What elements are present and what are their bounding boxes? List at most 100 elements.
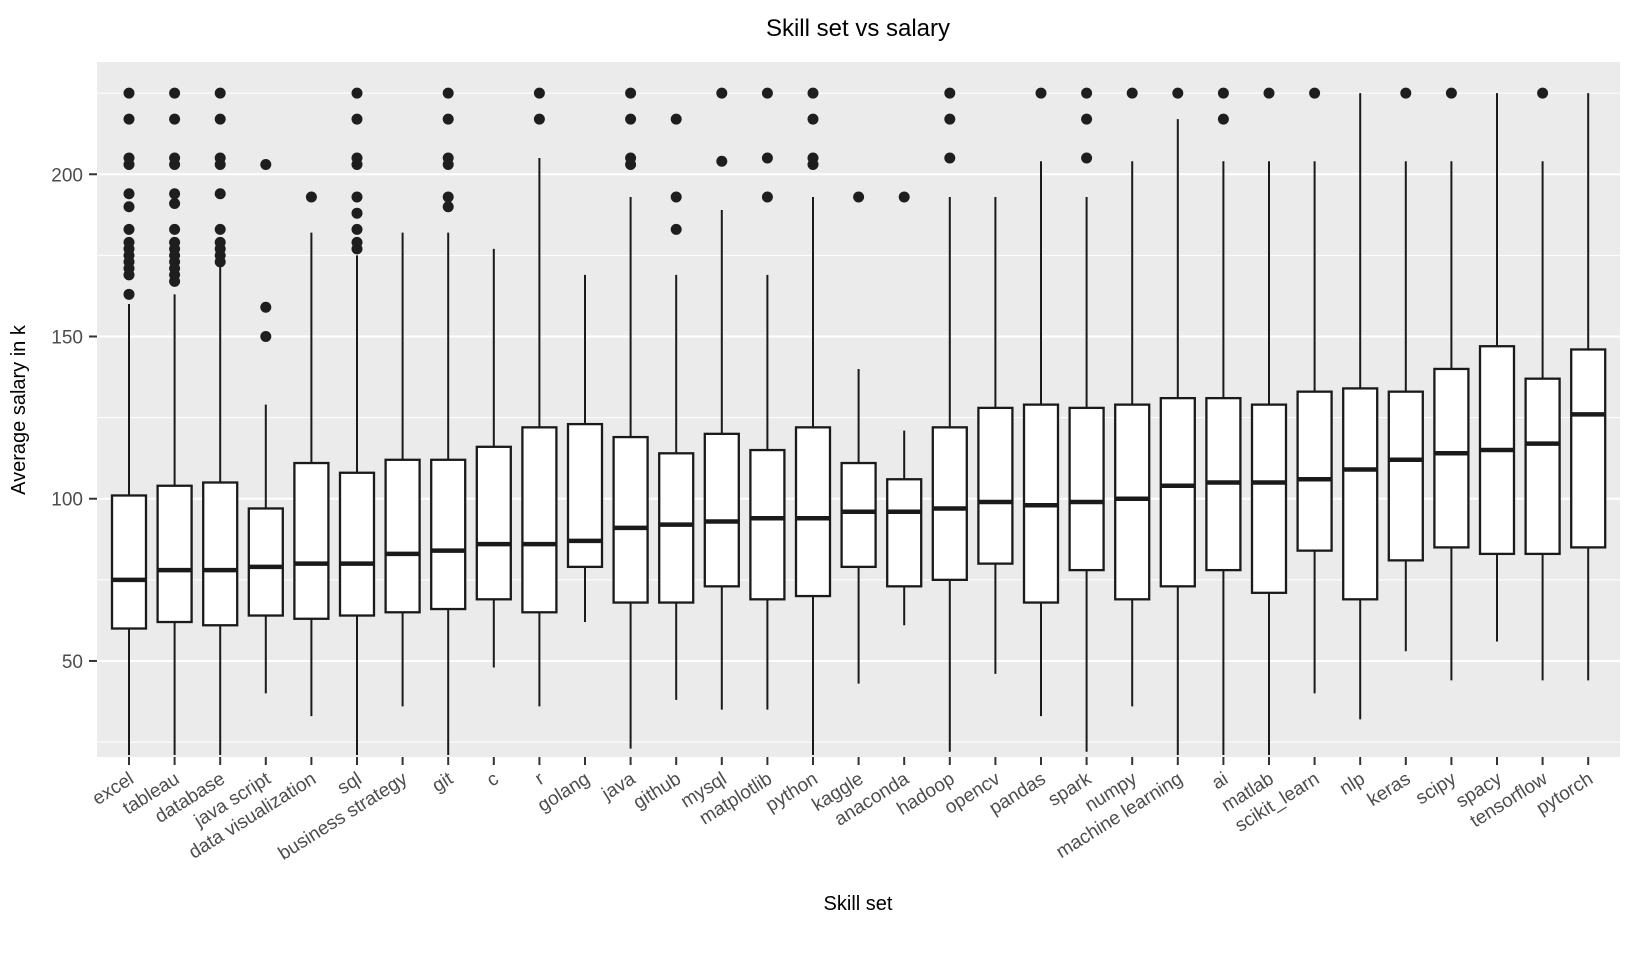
iqr-box [1159,396,1196,588]
boxplot-r [521,87,558,707]
outlier-dot [260,159,272,171]
outlier-dot [351,152,363,164]
outlier-dot [123,152,135,164]
outlier-dot [1445,87,1457,99]
iqr-box [293,461,330,620]
outlier-dot [1263,87,1275,99]
iqr-box [1296,390,1333,552]
iqr-box [247,507,284,617]
y-tick-label: 100 [51,490,83,511]
iqr-box [931,426,968,581]
boxplot-ai [1205,87,1242,756]
outlier-dot [807,113,819,125]
iqr-box [840,461,877,569]
chart-title: Skill set vs salary [766,15,950,42]
boxplot-sql [338,87,376,756]
boxplot-java-script [247,159,284,694]
x-tick-label: r [532,768,549,790]
outlier-dot [761,191,773,203]
outlier-dot [351,87,363,99]
outlier-dot [442,87,454,99]
outlier-dot [123,87,135,99]
outlier-dot [944,152,956,164]
outlier-dot [1035,87,1047,99]
outlier-dot [1081,87,1093,99]
boxplot-excel [110,87,148,756]
outlier-dot [442,201,454,213]
boxplot-pandas [1022,87,1060,717]
outlier-dot [761,87,773,99]
boxplot-c [475,248,512,668]
outlier-dot [214,113,226,125]
outlier-dot [123,201,135,213]
boxplot-nlp [1342,93,1379,720]
boxplot-tableau [156,87,193,756]
outlier-dot [351,113,363,125]
outlier-dot [1172,87,1184,99]
iqr-box [202,481,239,627]
iqr-box [1524,377,1561,556]
iqr-box [521,426,558,614]
outlier-dot [123,288,135,300]
iqr-box [1068,406,1105,572]
outlier-dot [625,87,637,99]
x-tick-label: ai [1208,768,1232,794]
iqr-box [886,478,923,588]
boxplot-spacy [1478,93,1516,642]
x-tick-label: nlp [1336,768,1369,799]
iqr-box [430,458,467,611]
boxplot-numpy [1114,87,1151,707]
outlier-dot [533,87,545,99]
iqr-box [384,458,421,614]
y-tick-label: 200 [51,165,83,186]
iqr-box [338,471,376,617]
outlier-dot [351,223,363,235]
outlier-dot [214,152,226,164]
outlier-dot [807,87,819,99]
boxplot-database [202,87,239,756]
outlier-dot [1126,87,1138,99]
x-tick-label: python [762,768,822,816]
boxplot-spark [1068,87,1105,752]
outlier-dot [214,236,226,248]
outlier-dot [853,191,865,203]
outlier-dot [169,223,181,235]
iqr-box [156,484,193,624]
outlier-dot [1537,87,1549,99]
boxplot-matplotlib [749,87,786,710]
boxplot-business-strategy [384,232,421,707]
y-tick-label: 150 [51,327,83,348]
boxplot-github [658,113,695,700]
boxplot-anaconda [886,191,923,626]
outlier-dot [533,113,545,125]
boxplot-opencv [977,196,1014,674]
outlier-dot [169,197,181,209]
boxplot-java [612,87,649,749]
iqr-box [110,494,148,630]
outlier-dot [123,188,135,200]
x-tick-label: c [483,768,502,791]
boxplot-machine-learning [1159,87,1196,756]
outlier-dot [807,152,819,164]
x-tick-label: github [630,768,685,813]
iqr-box [703,432,740,588]
outlier-dot [1217,113,1229,125]
outlier-dot [351,191,363,203]
outlier-dot [442,191,454,203]
outlier-dot [351,207,363,219]
iqr-box [1433,367,1470,549]
outlier-dot [123,113,135,125]
outlier-dot [123,236,135,248]
iqr-box [977,406,1014,565]
y-tick-label: 50 [62,652,83,673]
boxplot-tensorflow [1524,87,1561,681]
iqr-box [749,448,786,601]
outlier-dot [670,113,682,125]
outlier-dot [169,113,181,125]
outlier-dot [1081,113,1093,125]
boxplot-data-visualization [293,191,330,717]
outlier-dot [260,330,272,342]
boxplot-matlab [1250,87,1288,756]
